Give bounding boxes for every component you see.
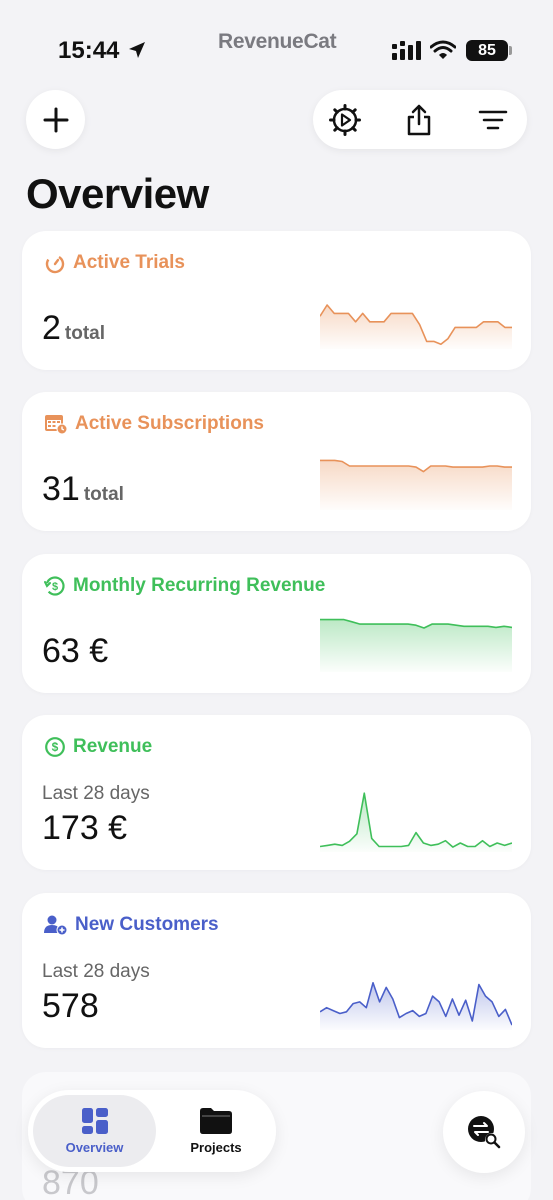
sparkline-line <box>320 982 512 1026</box>
recurring-dollar-icon: $ <box>44 576 65 596</box>
battery-indicator: 85 <box>466 40 508 61</box>
tab-overview[interactable]: Overview <box>33 1095 156 1167</box>
card-header: $ Revenue <box>44 736 152 758</box>
search-switch-icon <box>468 1116 501 1149</box>
add-button[interactable] <box>26 90 85 149</box>
timer-icon <box>45 254 65 274</box>
add-person-icon <box>44 915 68 936</box>
card-value: 63 € <box>42 632 109 670</box>
card-revenue[interactable]: $ Revenue Last 28 days 173 € <box>22 715 531 870</box>
value-number: 31 <box>42 470 80 508</box>
sparkline-line <box>320 618 512 629</box>
sparkline-active-subscriptions <box>320 459 512 510</box>
card-value: 2 total <box>42 309 105 348</box>
card-value: 578 <box>42 987 99 1025</box>
sparkline-area <box>320 619 512 672</box>
sparkline-line <box>320 459 512 473</box>
sparkline-area <box>320 793 512 852</box>
tab-bar: Overview Projects <box>28 1090 276 1172</box>
status-time: 15:44 <box>58 37 120 64</box>
filter-lines-icon <box>478 110 508 130</box>
card-new-customers[interactable]: New Customers Last 28 days 578 <box>22 893 531 1048</box>
gear-play-icon <box>329 104 361 136</box>
value-unit: total <box>83 484 124 505</box>
signal-icon <box>392 40 422 65</box>
card-value: 173 € <box>42 809 128 847</box>
settings-button[interactable] <box>329 104 361 136</box>
sparkline-active-trials <box>320 304 512 349</box>
sparkline-mrr <box>320 618 512 672</box>
card-title: Monthly Recurring Revenue <box>73 575 326 596</box>
card-title: Revenue <box>73 736 153 757</box>
card-title: New Customers <box>75 914 219 935</box>
search-switch-button[interactable] <box>443 1091 525 1173</box>
tab-label: Projects <box>190 1140 242 1155</box>
sparkline-revenue <box>320 792 512 852</box>
sparkline-line <box>320 792 512 848</box>
plus-icon <box>43 107 68 132</box>
sparkline-new-customers <box>320 982 512 1030</box>
dollar-icon: $ <box>45 737 65 757</box>
filter-button[interactable] <box>477 104 509 136</box>
sparkline-line <box>320 304 512 345</box>
wifi-icon <box>429 40 457 65</box>
card-active-trials[interactable]: Active Trials 2 total <box>22 231 531 370</box>
folder-icon <box>200 1108 232 1134</box>
card-header: Active Trials <box>44 252 185 274</box>
sparkline-area <box>320 982 512 1030</box>
svg-text:$: $ <box>52 740 59 754</box>
location-arrow-icon <box>127 40 147 65</box>
value-number: 2 <box>42 309 61 347</box>
status-bar: 15:44 RevenueCat 85 <box>0 0 553 80</box>
tab-label: Overview <box>65 1140 124 1155</box>
tab-projects[interactable]: Projects <box>160 1095 272 1167</box>
card-header: $ Monthly Recurring Revenue <box>44 575 325 597</box>
card-mrr[interactable]: $ Monthly Recurring Revenue 63 € <box>22 554 531 693</box>
card-header: New Customers <box>44 914 219 936</box>
sparkline-area <box>320 305 512 349</box>
svg-text:$: $ <box>52 581 58 593</box>
card-active-subscriptions[interactable]: Active Subscriptions 31 total <box>22 392 531 531</box>
page-title: Overview <box>26 170 209 217</box>
share-button[interactable] <box>403 104 435 136</box>
toolbar-group <box>313 90 527 149</box>
value-unit: total <box>64 323 106 344</box>
calendar-icon <box>45 415 68 435</box>
dashboard-icon <box>81 1108 108 1134</box>
card-value: 31 total <box>42 470 124 509</box>
sparkline-area <box>320 460 512 510</box>
card-title: Active Subscriptions <box>75 413 264 434</box>
card-subtitle: Last 28 days <box>42 783 150 804</box>
card-header: Active Subscriptions <box>44 413 264 435</box>
brand-logo: RevenueCat <box>218 30 337 53</box>
card-title: Active Trials <box>73 252 185 273</box>
share-icon <box>407 104 431 136</box>
card-subtitle: Last 28 days <box>42 961 150 982</box>
battery-tip <box>509 46 512 55</box>
